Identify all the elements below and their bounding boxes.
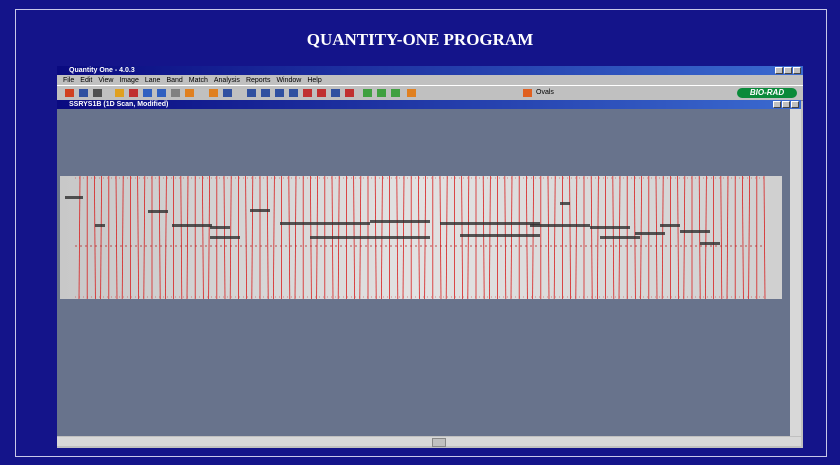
- toolbar-icon[interactable]: [247, 89, 256, 97]
- toolbar-icon[interactable]: [171, 89, 180, 97]
- band: [172, 224, 212, 227]
- menu-item[interactable]: File: [63, 77, 74, 84]
- toolbar-icon[interactable]: [377, 89, 386, 97]
- app-window: Quantity One - 4.0.3 File Edit View Image La…: [57, 66, 803, 448]
- toolbar-icon[interactable]: [223, 89, 232, 97]
- toolbar-icon[interactable]: [317, 89, 326, 97]
- horizontal-scrollbar[interactable]: [57, 437, 801, 446]
- toolbar-icon[interactable]: [407, 89, 416, 97]
- vertical-scrollbar[interactable]: [790, 109, 801, 436]
- band: [65, 196, 83, 199]
- slide: QUANTITY-ONE PROGRAM Quantity One - 4.0.…: [0, 0, 840, 465]
- band: [310, 236, 430, 239]
- menu-item[interactable]: Analysis: [214, 77, 240, 84]
- scroll-thumb[interactable]: [432, 438, 446, 447]
- band: [210, 226, 230, 229]
- toolbar-icon[interactable]: [523, 89, 532, 97]
- minimize-button[interactable]: [775, 67, 783, 74]
- toolbar-icon[interactable]: [157, 89, 166, 97]
- band: [660, 224, 680, 227]
- menu-item[interactable]: Edit: [80, 77, 92, 84]
- menu-bar: File Edit View Image Lane Band Match Analysis Re…: [57, 76, 803, 85]
- minimize-button[interactable]: [773, 101, 781, 108]
- band: [148, 210, 168, 213]
- toolbar-icon[interactable]: [93, 89, 102, 97]
- toolbar-icon[interactable]: [345, 89, 354, 97]
- close-button[interactable]: [791, 101, 799, 108]
- toolbar-icon[interactable]: [289, 89, 298, 97]
- toolbar-icon[interactable]: [303, 89, 312, 97]
- menu-item[interactable]: Reports: [246, 77, 271, 84]
- band: [210, 236, 240, 239]
- band: [700, 242, 720, 245]
- band: [590, 226, 630, 229]
- band: [280, 222, 370, 225]
- menu-item[interactable]: Image: [119, 77, 138, 84]
- document-title-bar: SSRYS1B (1D Scan, Modified): [57, 100, 801, 109]
- toolbar-button[interactable]: Ovals: [536, 88, 554, 98]
- maximize-button[interactable]: [782, 101, 790, 108]
- toolbar-icon[interactable]: [143, 89, 152, 97]
- toolbar-icon[interactable]: [185, 89, 194, 97]
- band: [635, 232, 665, 235]
- toolbar-icon[interactable]: [115, 89, 124, 97]
- menu-item[interactable]: Band: [166, 77, 182, 84]
- toolbar-icon[interactable]: [79, 89, 88, 97]
- menu-item[interactable]: Help: [307, 77, 321, 84]
- maximize-button[interactable]: [784, 67, 792, 74]
- toolbar-icon[interactable]: [275, 89, 284, 97]
- slide-title: QUANTITY-ONE PROGRAM: [0, 30, 840, 50]
- toolbar-icon[interactable]: [209, 89, 218, 97]
- app-title: Quantity One - 4.0.3: [69, 67, 135, 74]
- menu-item[interactable]: View: [98, 77, 113, 84]
- document-area: [57, 109, 790, 436]
- logo: BIO-RAD: [737, 88, 797, 98]
- gel-image: [60, 176, 782, 299]
- band: [600, 236, 640, 239]
- toolbar-icon[interactable]: [391, 89, 400, 97]
- app-title-bar: Quantity One - 4.0.3: [57, 66, 803, 75]
- toolbar-icon[interactable]: [261, 89, 270, 97]
- band: [680, 230, 710, 233]
- toolbar-icon[interactable]: [65, 89, 74, 97]
- toolbar-icon[interactable]: [129, 89, 138, 97]
- toolbar: Ovals BIO-RAD: [57, 85, 803, 101]
- band: [530, 224, 590, 227]
- close-button[interactable]: [793, 67, 801, 74]
- band: [440, 222, 540, 225]
- menu-item[interactable]: Lane: [145, 77, 161, 84]
- menu-item[interactable]: Match: [189, 77, 208, 84]
- toolbar-icon[interactable]: [363, 89, 372, 97]
- document-title: SSRYS1B (1D Scan, Modified): [69, 101, 168, 108]
- menu-item[interactable]: Window: [276, 77, 301, 84]
- band: [370, 220, 430, 223]
- band: [460, 234, 540, 237]
- band: [560, 202, 570, 205]
- band: [250, 209, 270, 212]
- toolbar-icon[interactable]: [331, 89, 340, 97]
- band: [95, 224, 105, 227]
